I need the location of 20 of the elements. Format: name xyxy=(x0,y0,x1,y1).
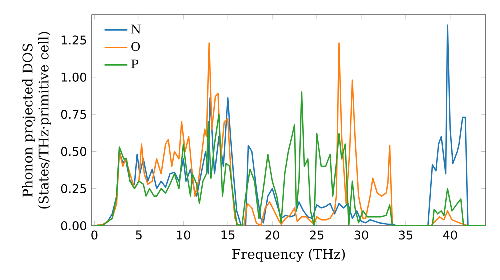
legend-label: O xyxy=(132,42,140,52)
legend-label: N xyxy=(132,24,141,34)
x-tick-label: 0 xyxy=(92,230,98,240)
y-tick-label: 0.00 xyxy=(61,221,86,231)
x-tick-label: 5 xyxy=(136,230,142,240)
y-tick-label: 0.50 xyxy=(61,147,86,156)
y-tick-label: 1.00 xyxy=(62,72,86,82)
legend-label: P xyxy=(132,60,139,69)
y-tick-label: 1.25 xyxy=(62,36,86,45)
y-axis-title: Phonon projected DOS (States/THz·primitive cell) xyxy=(22,32,52,209)
x-tick-label: 20 xyxy=(266,230,280,240)
x-tick-label: 30 xyxy=(354,230,368,240)
x-tick-label: 10 xyxy=(177,230,190,240)
x-tick-label: 15 xyxy=(222,230,235,240)
x-tick-label: 25 xyxy=(310,230,324,240)
y-tick-label: 0.25 xyxy=(61,184,86,194)
y-tick-label: 0.75 xyxy=(61,110,86,120)
x-tick-label: 35 xyxy=(399,230,413,240)
x-tick-label: 40 xyxy=(443,230,458,240)
x-axis-title: Frequency (THz) xyxy=(232,248,346,262)
